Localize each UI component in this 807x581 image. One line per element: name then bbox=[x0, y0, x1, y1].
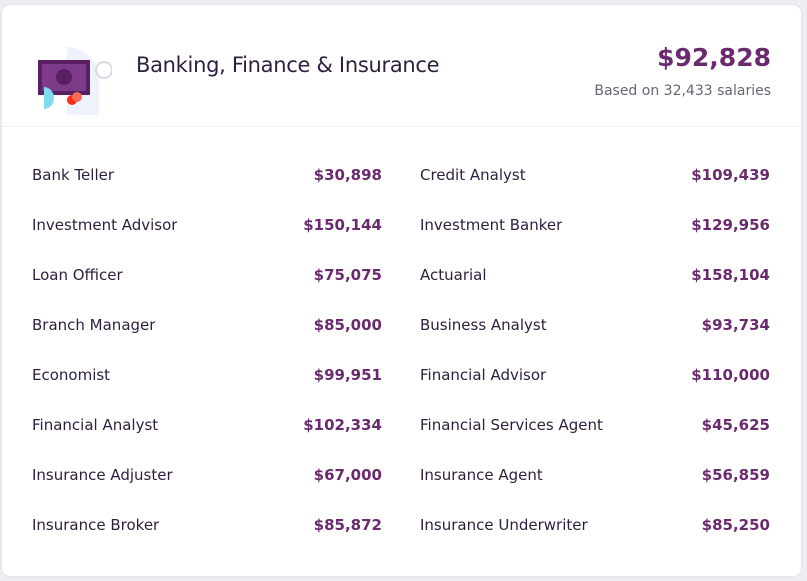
job-salary: $30,898 bbox=[313, 166, 382, 184]
job-salary: $45,625 bbox=[701, 416, 770, 434]
job-salary: $102,334 bbox=[303, 416, 382, 434]
job-title[interactable]: Insurance Broker bbox=[32, 516, 160, 534]
average-salary: $92,828 bbox=[657, 43, 771, 72]
list-item[interactable]: Insurance Adjuster $67,000 bbox=[32, 455, 382, 505]
job-title[interactable]: Insurance Agent bbox=[420, 466, 543, 484]
list-item[interactable]: Insurance Broker $85,872 bbox=[32, 505, 382, 555]
job-title[interactable]: Financial Analyst bbox=[32, 416, 159, 434]
job-salary: $93,734 bbox=[701, 316, 770, 334]
page-title: Banking, Finance & Insurance bbox=[136, 53, 440, 77]
job-title[interactable]: Investment Banker bbox=[420, 216, 563, 234]
list-item[interactable]: Financial Services Agent $45,625 bbox=[420, 405, 770, 455]
list-item[interactable]: Insurance Agent $56,859 bbox=[420, 455, 770, 505]
job-salary: $158,104 bbox=[691, 266, 770, 284]
job-title[interactable]: Credit Analyst bbox=[420, 166, 526, 184]
list-item[interactable]: Insurance Underwriter $85,250 bbox=[420, 505, 770, 555]
list-item[interactable]: Economist $99,951 bbox=[32, 355, 382, 405]
salary-card: Banking, Finance & Insurance $92,828 Bas… bbox=[2, 5, 801, 576]
job-salary-list: Bank Teller $30,898 Credit Analyst $109,439… bbox=[32, 155, 770, 555]
list-item[interactable]: Financial Analyst $102,334 bbox=[32, 405, 382, 455]
job-salary: $85,000 bbox=[313, 316, 382, 334]
job-title[interactable]: Insurance Underwriter bbox=[420, 516, 588, 534]
job-title[interactable]: Actuarial bbox=[420, 266, 487, 284]
list-item[interactable]: Actuarial $158,104 bbox=[420, 255, 770, 305]
job-title[interactable]: Bank Teller bbox=[32, 166, 115, 184]
job-title[interactable]: Financial Services Agent bbox=[420, 416, 603, 434]
job-salary: $150,144 bbox=[303, 216, 382, 234]
job-title[interactable]: Branch Manager bbox=[32, 316, 156, 334]
list-item[interactable]: Loan Officer $75,075 bbox=[32, 255, 382, 305]
job-title[interactable]: Investment Advisor bbox=[32, 216, 178, 234]
list-item[interactable]: Bank Teller $30,898 bbox=[32, 155, 382, 205]
job-salary: $67,000 bbox=[313, 466, 382, 484]
job-title[interactable]: Business Analyst bbox=[420, 316, 547, 334]
list-item[interactable]: Investment Advisor $150,144 bbox=[32, 205, 382, 255]
list-item[interactable]: Business Analyst $93,734 bbox=[420, 305, 770, 355]
job-title[interactable]: Financial Advisor bbox=[420, 366, 547, 384]
job-title[interactable]: Economist bbox=[32, 366, 111, 384]
job-salary: $129,956 bbox=[691, 216, 770, 234]
job-title[interactable]: Loan Officer bbox=[32, 266, 123, 284]
job-salary: $75,075 bbox=[313, 266, 382, 284]
job-title[interactable]: Insurance Adjuster bbox=[32, 466, 173, 484]
job-salary: $110,000 bbox=[691, 366, 770, 384]
list-item[interactable]: Branch Manager $85,000 bbox=[32, 305, 382, 355]
job-salary: $85,872 bbox=[313, 516, 382, 534]
job-salary: $56,859 bbox=[701, 466, 770, 484]
job-salary: $99,951 bbox=[313, 366, 382, 384]
list-item[interactable]: Investment Banker $129,956 bbox=[420, 205, 770, 255]
money-bill-icon bbox=[38, 47, 112, 115]
list-item[interactable]: Credit Analyst $109,439 bbox=[420, 155, 770, 205]
list-item[interactable]: Financial Advisor $110,000 bbox=[420, 355, 770, 405]
job-salary: $85,250 bbox=[701, 516, 770, 534]
salary-count: Based on 32,433 salaries bbox=[594, 83, 771, 99]
job-salary: $109,439 bbox=[691, 166, 770, 184]
card-header: Banking, Finance & Insurance $92,828 Bas… bbox=[2, 5, 801, 127]
